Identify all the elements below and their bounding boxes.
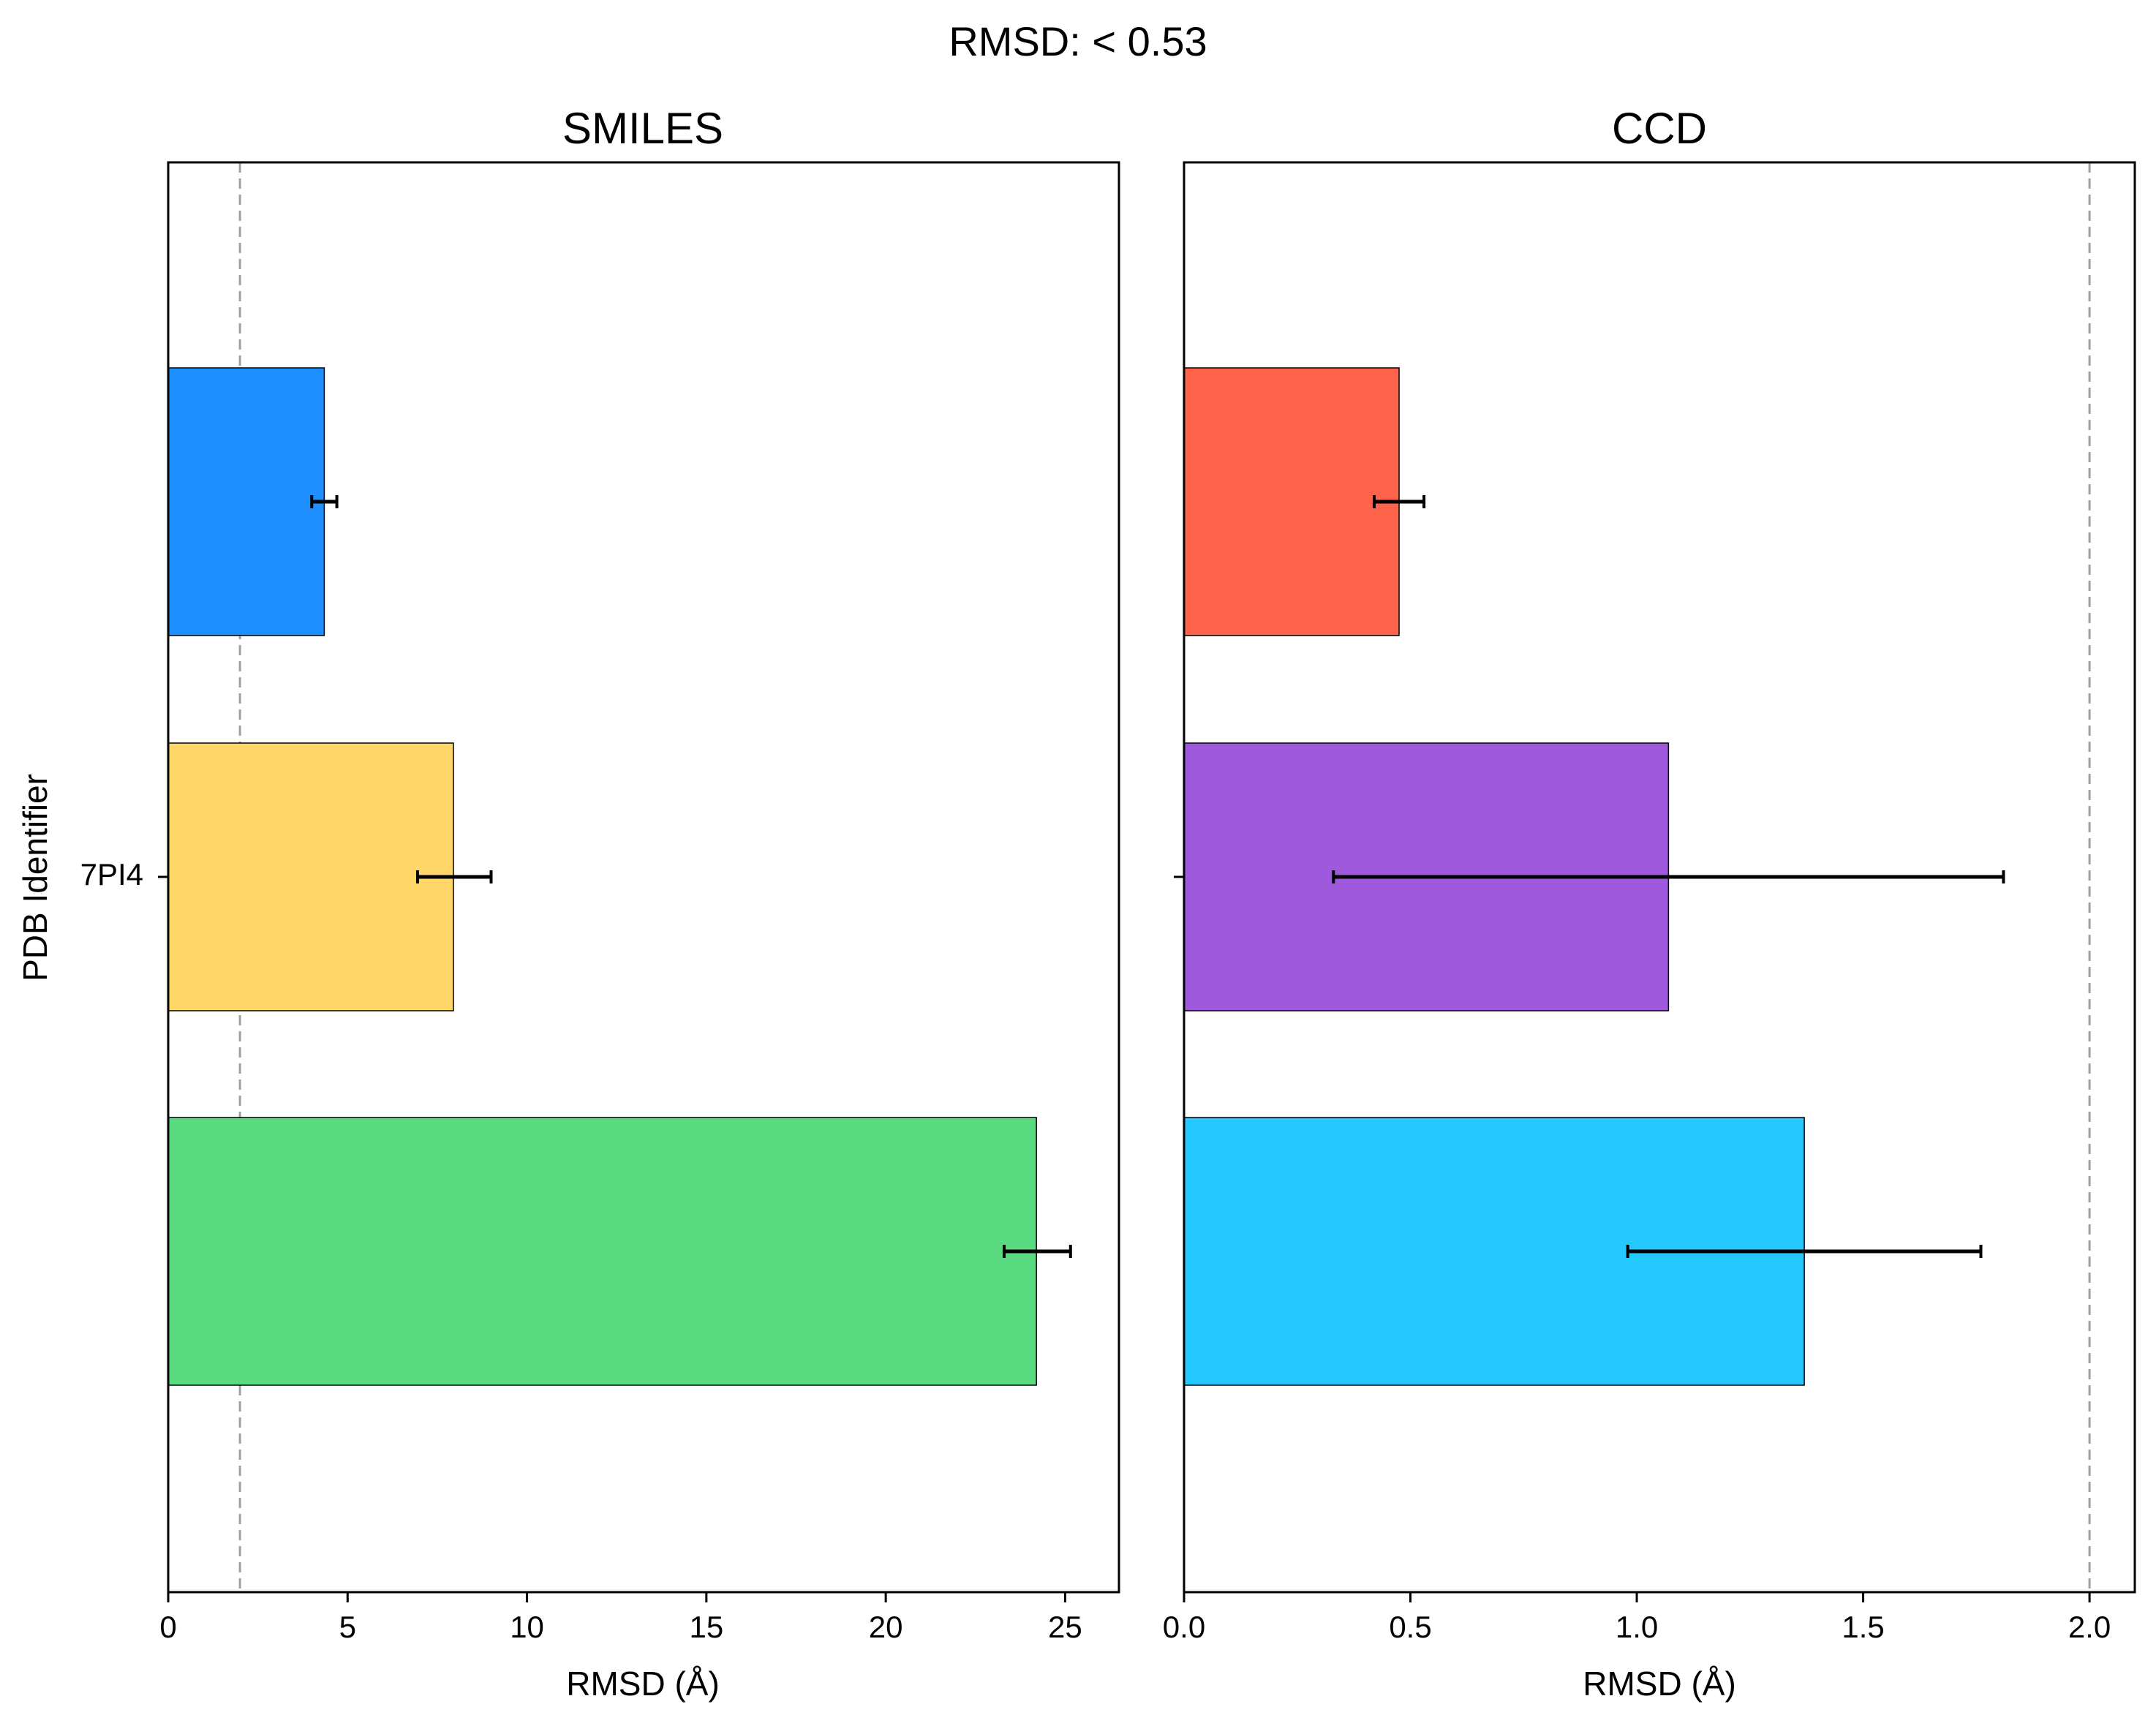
panel-smiles-xtick-label: 0 (159, 1610, 176, 1644)
panel-smiles-bar-1 (167, 367, 325, 636)
figure-suptitle: RMSD: < 0.53 (949, 18, 1207, 64)
panel-smiles-errorbar-3 (1003, 1245, 1072, 1258)
panel-smiles-errorbar-1 (310, 495, 339, 508)
panel-smiles-title: SMILES (562, 104, 723, 153)
panel-ccd-xtick-label: 1.5 (1842, 1610, 1884, 1644)
ytick-label-7pi4: 7PI4 (80, 857, 143, 892)
panel-ccd-errorbar-3 (1626, 1245, 1983, 1258)
panel-ccd-errorbar-1 (1373, 495, 1426, 508)
panel-ccd-xtick-label: 0.0 (1163, 1610, 1205, 1644)
panel-ccd-xlabel: RMSD (Å) (1583, 1665, 1736, 1703)
panel-smiles-bar-3 (167, 1117, 1037, 1386)
panel-smiles-xtick-label: 15 (689, 1610, 723, 1644)
panel-smiles-bar-2 (167, 742, 454, 1011)
panel-ccd-errorbar-2 (1332, 870, 2005, 883)
panel-ccd-xtick-label: 1.0 (1616, 1610, 1658, 1644)
panel-smiles-xtick-label: 5 (339, 1610, 356, 1644)
panel-ccd-bar-1 (1183, 367, 1400, 636)
panel-smiles-errorbar-2 (415, 870, 493, 883)
panel-smiles-ylabel: PDB Identifier (16, 774, 54, 981)
panel-smiles-xtick-label: 25 (1048, 1610, 1082, 1644)
panel-ccd-xtick-label: 2.0 (2068, 1610, 2111, 1644)
panel-smiles-xlabel: RMSD (Å) (566, 1665, 720, 1703)
panel-smiles-xtick-label: 10 (510, 1610, 544, 1644)
panel-ccd-xtick-label: 0.5 (1389, 1610, 1431, 1644)
panel-smiles: SMILES 0 5 10 15 20 25 RMSD (Å) PDB Identifie… (16, 104, 1120, 1703)
panel-smiles-xtick-label: 20 (869, 1610, 903, 1644)
panel-ccd-title: CCD (1612, 104, 1707, 153)
panel-ccd: CCD 0.0 0.5 1.0 1.5 2.0 RMSD (Å) (1163, 104, 2136, 1703)
